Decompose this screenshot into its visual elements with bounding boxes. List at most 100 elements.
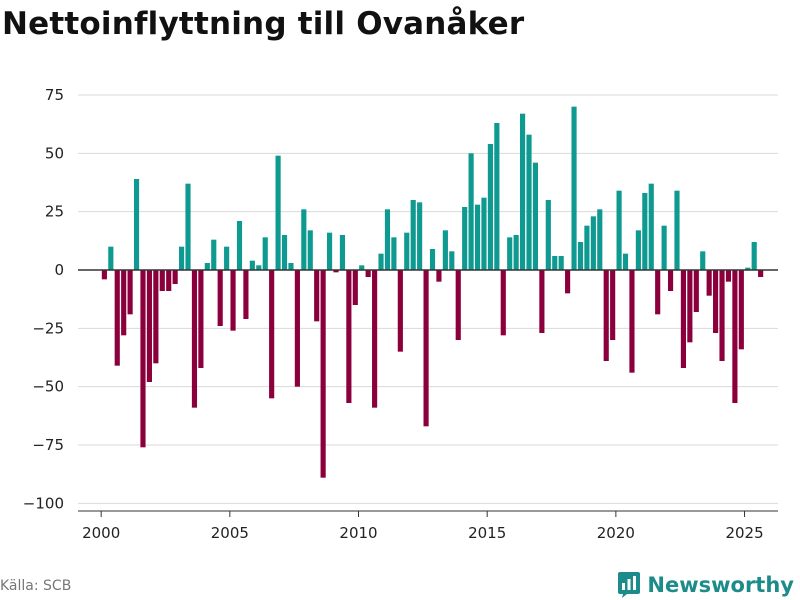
bar-positive bbox=[751, 242, 757, 270]
bar-positive bbox=[404, 232, 410, 270]
brand-name: Newsworthy bbox=[647, 573, 794, 597]
bar-negative bbox=[455, 270, 461, 340]
bar-positive bbox=[462, 207, 468, 270]
bar-negative bbox=[397, 270, 403, 352]
bar-positive bbox=[204, 263, 210, 270]
chart-title: Nettoinflyttning till Ovanåker bbox=[2, 6, 525, 42]
bar-negative bbox=[314, 270, 320, 322]
bar-positive bbox=[468, 153, 474, 270]
bar-positive bbox=[474, 204, 481, 270]
bar-negative bbox=[230, 270, 236, 331]
bar-positive bbox=[622, 253, 629, 270]
bar-negative bbox=[114, 270, 120, 366]
bar-positive bbox=[275, 155, 281, 270]
bar-negative bbox=[320, 270, 326, 478]
bar-negative bbox=[680, 270, 686, 368]
bar-negative bbox=[732, 270, 738, 403]
bar-negative bbox=[436, 270, 442, 282]
y-tick-label: 25 bbox=[45, 203, 64, 221]
bar-positive bbox=[577, 242, 584, 270]
bar-positive bbox=[378, 253, 384, 270]
bar-positive bbox=[429, 249, 436, 270]
bar-positive bbox=[288, 263, 294, 270]
bar-positive bbox=[558, 256, 564, 270]
bar-negative bbox=[121, 270, 127, 336]
bar-negative bbox=[365, 270, 371, 277]
bar-positive bbox=[526, 134, 532, 270]
bar-positive bbox=[236, 221, 243, 270]
bar-positive bbox=[307, 230, 313, 270]
bar-negative bbox=[539, 270, 545, 333]
bar-positive bbox=[507, 237, 513, 270]
bar-negative bbox=[352, 270, 358, 305]
bar-positive bbox=[133, 179, 140, 270]
bar-positive bbox=[391, 237, 397, 270]
bar-negative bbox=[346, 270, 352, 403]
y-axis: 75 50 25 0 −25 −50 −75 −100 bbox=[23, 86, 64, 512]
bar-negative bbox=[687, 270, 693, 343]
x-tick-label: 2015 bbox=[468, 524, 506, 542]
bar-positive bbox=[597, 209, 603, 270]
bar-positive bbox=[616, 190, 622, 270]
bar-negative bbox=[372, 270, 378, 408]
brand-logo: Newsworthy bbox=[617, 570, 794, 600]
bar-positive bbox=[410, 200, 416, 270]
bar-negative bbox=[725, 270, 732, 282]
y-tick-label: −75 bbox=[32, 436, 64, 454]
y-tick-label: −100 bbox=[23, 494, 64, 512]
bar-negative bbox=[738, 270, 744, 350]
bar-negative bbox=[198, 270, 204, 368]
bar-negative bbox=[127, 270, 133, 315]
bar-positive bbox=[262, 237, 268, 270]
bar-negative bbox=[713, 270, 719, 333]
bar-positive bbox=[590, 216, 596, 270]
y-tick-label: −50 bbox=[32, 378, 64, 396]
bar-positive bbox=[339, 235, 346, 270]
bar-positive bbox=[571, 106, 577, 270]
bar-negative bbox=[243, 270, 249, 319]
bar-negative bbox=[565, 270, 571, 294]
bar-negative bbox=[333, 270, 339, 273]
x-tick-label: 2005 bbox=[211, 524, 249, 542]
bar-positive bbox=[648, 183, 654, 270]
y-tick-label: 75 bbox=[45, 86, 64, 104]
bar-negative bbox=[693, 270, 699, 312]
bar-negative bbox=[140, 270, 146, 448]
bar-positive bbox=[108, 246, 114, 270]
bar-negative bbox=[667, 270, 674, 291]
bar-negative bbox=[610, 270, 616, 340]
bar-negative bbox=[758, 270, 764, 277]
bar-negative bbox=[191, 270, 198, 408]
bar-negative bbox=[423, 270, 429, 427]
bar-positive bbox=[487, 144, 493, 270]
bar-negative bbox=[294, 270, 300, 387]
bar-positive bbox=[384, 209, 391, 270]
bars bbox=[101, 106, 764, 478]
bar-negative bbox=[269, 270, 275, 399]
bar-positive bbox=[635, 230, 641, 270]
bar-negative bbox=[217, 270, 223, 326]
bar-positive bbox=[745, 267, 751, 270]
bar-positive bbox=[494, 123, 500, 270]
bar-positive bbox=[481, 197, 487, 270]
bar-positive bbox=[224, 246, 230, 270]
bar-negative bbox=[706, 270, 712, 296]
bar-positive bbox=[301, 209, 307, 270]
bar-positive bbox=[552, 256, 558, 270]
bar-negative bbox=[101, 270, 107, 280]
bar-positive bbox=[661, 225, 667, 270]
bar-positive bbox=[442, 230, 448, 270]
bar-negative bbox=[603, 270, 609, 361]
bar-negative bbox=[146, 270, 152, 382]
x-tick-label: 2025 bbox=[725, 524, 763, 542]
bar-positive bbox=[179, 246, 185, 270]
bar-positive bbox=[249, 260, 255, 270]
bar-negative bbox=[655, 270, 661, 315]
bar-positive bbox=[513, 235, 519, 270]
newsworthy-logo-icon bbox=[618, 572, 641, 598]
bar-positive bbox=[256, 265, 262, 270]
bar-positive bbox=[642, 193, 648, 270]
bar-positive bbox=[185, 183, 191, 270]
bar-positive bbox=[211, 239, 217, 270]
x-axis: 2000 2005 2010 2015 2020 2025 bbox=[78, 510, 778, 542]
